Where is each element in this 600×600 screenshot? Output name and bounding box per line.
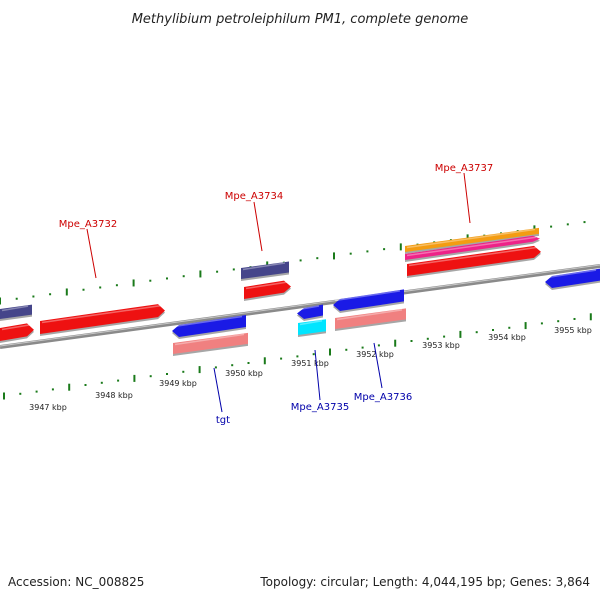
gene-feature-mpe-a3736[interactable]	[333, 289, 404, 313]
gene-feature-pink[interactable]	[335, 308, 406, 331]
feature-highlight	[242, 262, 286, 271]
feature-body	[244, 280, 291, 299]
feature-body	[545, 268, 600, 288]
reverse-gene-labels: tgt Mpe_A3735 Mpe_A3736	[213, 342, 412, 426]
gene-feature-blue[interactable]	[545, 268, 600, 290]
gene-feature-mpe-a3732[interactable]	[40, 304, 165, 336]
scale-label: 3949 kbp	[159, 379, 197, 388]
feature-highlight	[406, 236, 537, 257]
scale-label: 3952 kbp	[356, 350, 394, 359]
feature-body	[298, 319, 326, 335]
gene-label-mpe-a3736[interactable]: Mpe_A3736	[354, 392, 412, 403]
feature-body	[405, 235, 540, 260]
feature-highlight	[546, 269, 597, 279]
inner-tick-track	[3, 313, 592, 400]
label-leader	[463, 172, 471, 224]
scale-label: 3948 kbp	[95, 391, 133, 400]
scale-labels: 3947 kbp 3948 kbp 3949 kbp 3950 kbp 3951 kbp…	[29, 326, 592, 412]
gene-feature-mpe-a3734[interactable]	[244, 280, 291, 301]
label-leader	[253, 201, 263, 252]
scale-label: 3947 kbp	[29, 403, 67, 412]
scale-label: 3955 kbp	[554, 326, 592, 335]
gene-feature-pink[interactable]	[173, 332, 248, 356]
feature-highlight	[173, 315, 243, 328]
topology-text: Topology: circular; Length: 4,044,195 bp…	[259, 575, 590, 589]
feature-highlight	[334, 290, 401, 302]
feature-body	[0, 304, 32, 319]
feature-highlight	[299, 319, 323, 326]
gene-feature-magenta[interactable]	[405, 235, 540, 262]
label-leader	[373, 342, 383, 389]
feature-body	[333, 289, 404, 311]
genome-backbone	[0, 264, 600, 349]
feature-highlight	[406, 228, 536, 249]
gene-label-mpe-a3734[interactable]: Mpe_A3734	[225, 191, 283, 202]
gene-features	[0, 227, 600, 356]
feature-body	[0, 323, 34, 341]
scale-label: 3950 kbp	[225, 369, 263, 378]
feature-body	[172, 315, 246, 337]
feature-highlight	[245, 281, 288, 290]
gene-feature-orange[interactable]	[405, 227, 539, 254]
map-title: Methylibium petroleiphilum PM1, complete…	[132, 12, 469, 27]
scale-label: 3953 kbp	[422, 341, 460, 350]
accession-text: Accession: NC_008825	[8, 575, 144, 589]
feature-body	[297, 304, 323, 319]
label-leader	[314, 349, 321, 401]
feature-highlight	[41, 304, 162, 324]
gene-feature-navy[interactable]	[241, 261, 289, 281]
forward-gene-labels: Mpe_A3732 Mpe_A3734 Mpe_A3737	[59, 163, 493, 279]
label-leader	[213, 367, 223, 413]
feature-highlight	[336, 309, 403, 321]
label-leader	[86, 228, 97, 279]
gene-feature-red[interactable]	[0, 323, 34, 343]
gene-feature-cyan[interactable]	[298, 319, 326, 337]
feature-body	[241, 261, 289, 279]
feature-highlight	[1, 324, 31, 331]
scale-label: 3954 kbp	[488, 333, 526, 342]
gene-feature-tgt[interactable]	[172, 315, 246, 339]
feature-body	[335, 308, 406, 329]
feature-highlight	[174, 333, 245, 346]
feature-body	[407, 245, 541, 276]
gene-feature-mpe-a3737[interactable]	[407, 245, 541, 278]
gene-label-mpe-a3732[interactable]: Mpe_A3732	[59, 219, 117, 230]
feature-body	[405, 227, 539, 252]
gene-label-tgt[interactable]: tgt	[216, 415, 230, 426]
gene-feature-navy[interactable]	[0, 304, 32, 321]
scale-label: 3951 kbp	[291, 359, 329, 368]
feature-body	[173, 332, 248, 354]
feature-highlight	[408, 246, 538, 267]
gene-label-mpe-a3735[interactable]: Mpe_A3735	[291, 402, 349, 413]
genome-backbone-highlight	[0, 264, 600, 347]
feature-highlight	[1, 305, 29, 312]
gene-feature-mpe-a3735[interactable]	[297, 304, 323, 321]
gene-label-mpe-a3737[interactable]: Mpe_A3737	[435, 163, 493, 174]
feature-body	[40, 304, 165, 334]
feature-highlight	[298, 305, 320, 311]
